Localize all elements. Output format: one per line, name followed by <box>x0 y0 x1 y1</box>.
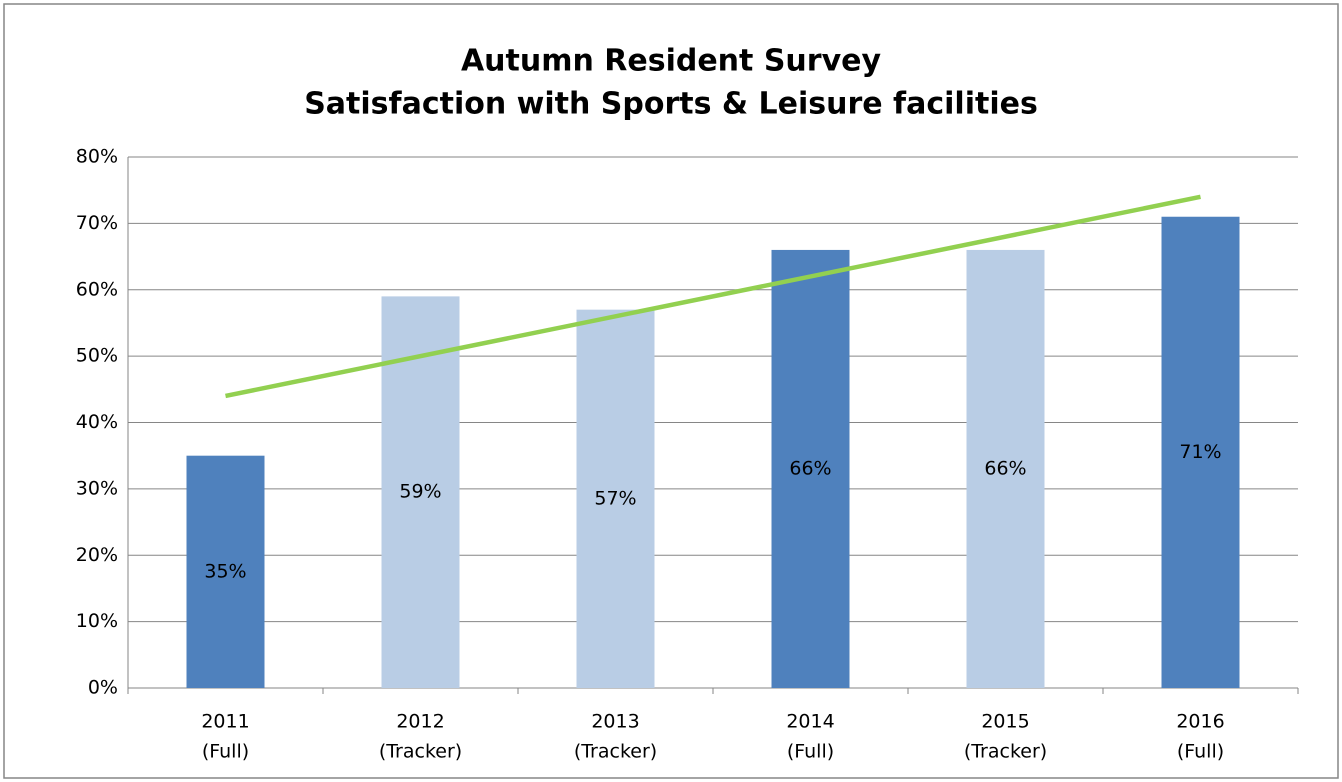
x-tick-sublabel: (Full) <box>1177 741 1224 763</box>
trendline <box>225 194 1201 399</box>
bar <box>186 455 265 688</box>
y-tick-label: 10% <box>76 610 118 632</box>
y-tick-label: 30% <box>76 477 118 499</box>
bar <box>771 249 850 689</box>
bar <box>966 249 1045 689</box>
bar <box>576 309 655 688</box>
chart-subtitle: Satisfaction with Sports & Leisure facil… <box>304 87 1038 122</box>
y-tick-label: 40% <box>76 411 118 433</box>
x-tick-label: 2011 <box>201 711 249 733</box>
x-tick-sublabel: (Full) <box>202 741 249 763</box>
y-tick-label: 50% <box>76 345 118 367</box>
x-tick-label: 2015 <box>981 711 1029 733</box>
x-tick-label: 2012 <box>396 711 444 733</box>
x-tick-sublabel: (Tracker) <box>964 741 1047 763</box>
value-label: 35% <box>204 560 246 582</box>
bar <box>1161 216 1240 689</box>
y-tick-label: 70% <box>76 212 118 234</box>
value-label: 57% <box>594 487 636 509</box>
value-label: 66% <box>789 457 831 479</box>
value-label: 66% <box>984 457 1026 479</box>
y-tick-label: 60% <box>76 278 118 300</box>
x-tick-sublabel: (Tracker) <box>379 741 462 763</box>
y-tick-label: 20% <box>76 544 118 566</box>
x-tick-sublabel: (Tracker) <box>574 741 657 763</box>
x-tick-label: 2014 <box>786 711 834 733</box>
x-tick-label: 2016 <box>1176 711 1224 733</box>
value-label: 71% <box>1179 441 1221 463</box>
chart-title: Autumn Resident Survey <box>461 44 882 79</box>
y-tick-label: 0% <box>88 677 118 699</box>
x-tick-label: 2013 <box>591 711 639 733</box>
value-label: 59% <box>399 481 441 503</box>
y-tick-label: 80% <box>76 146 118 168</box>
x-tick-sublabel: (Full) <box>787 741 834 763</box>
